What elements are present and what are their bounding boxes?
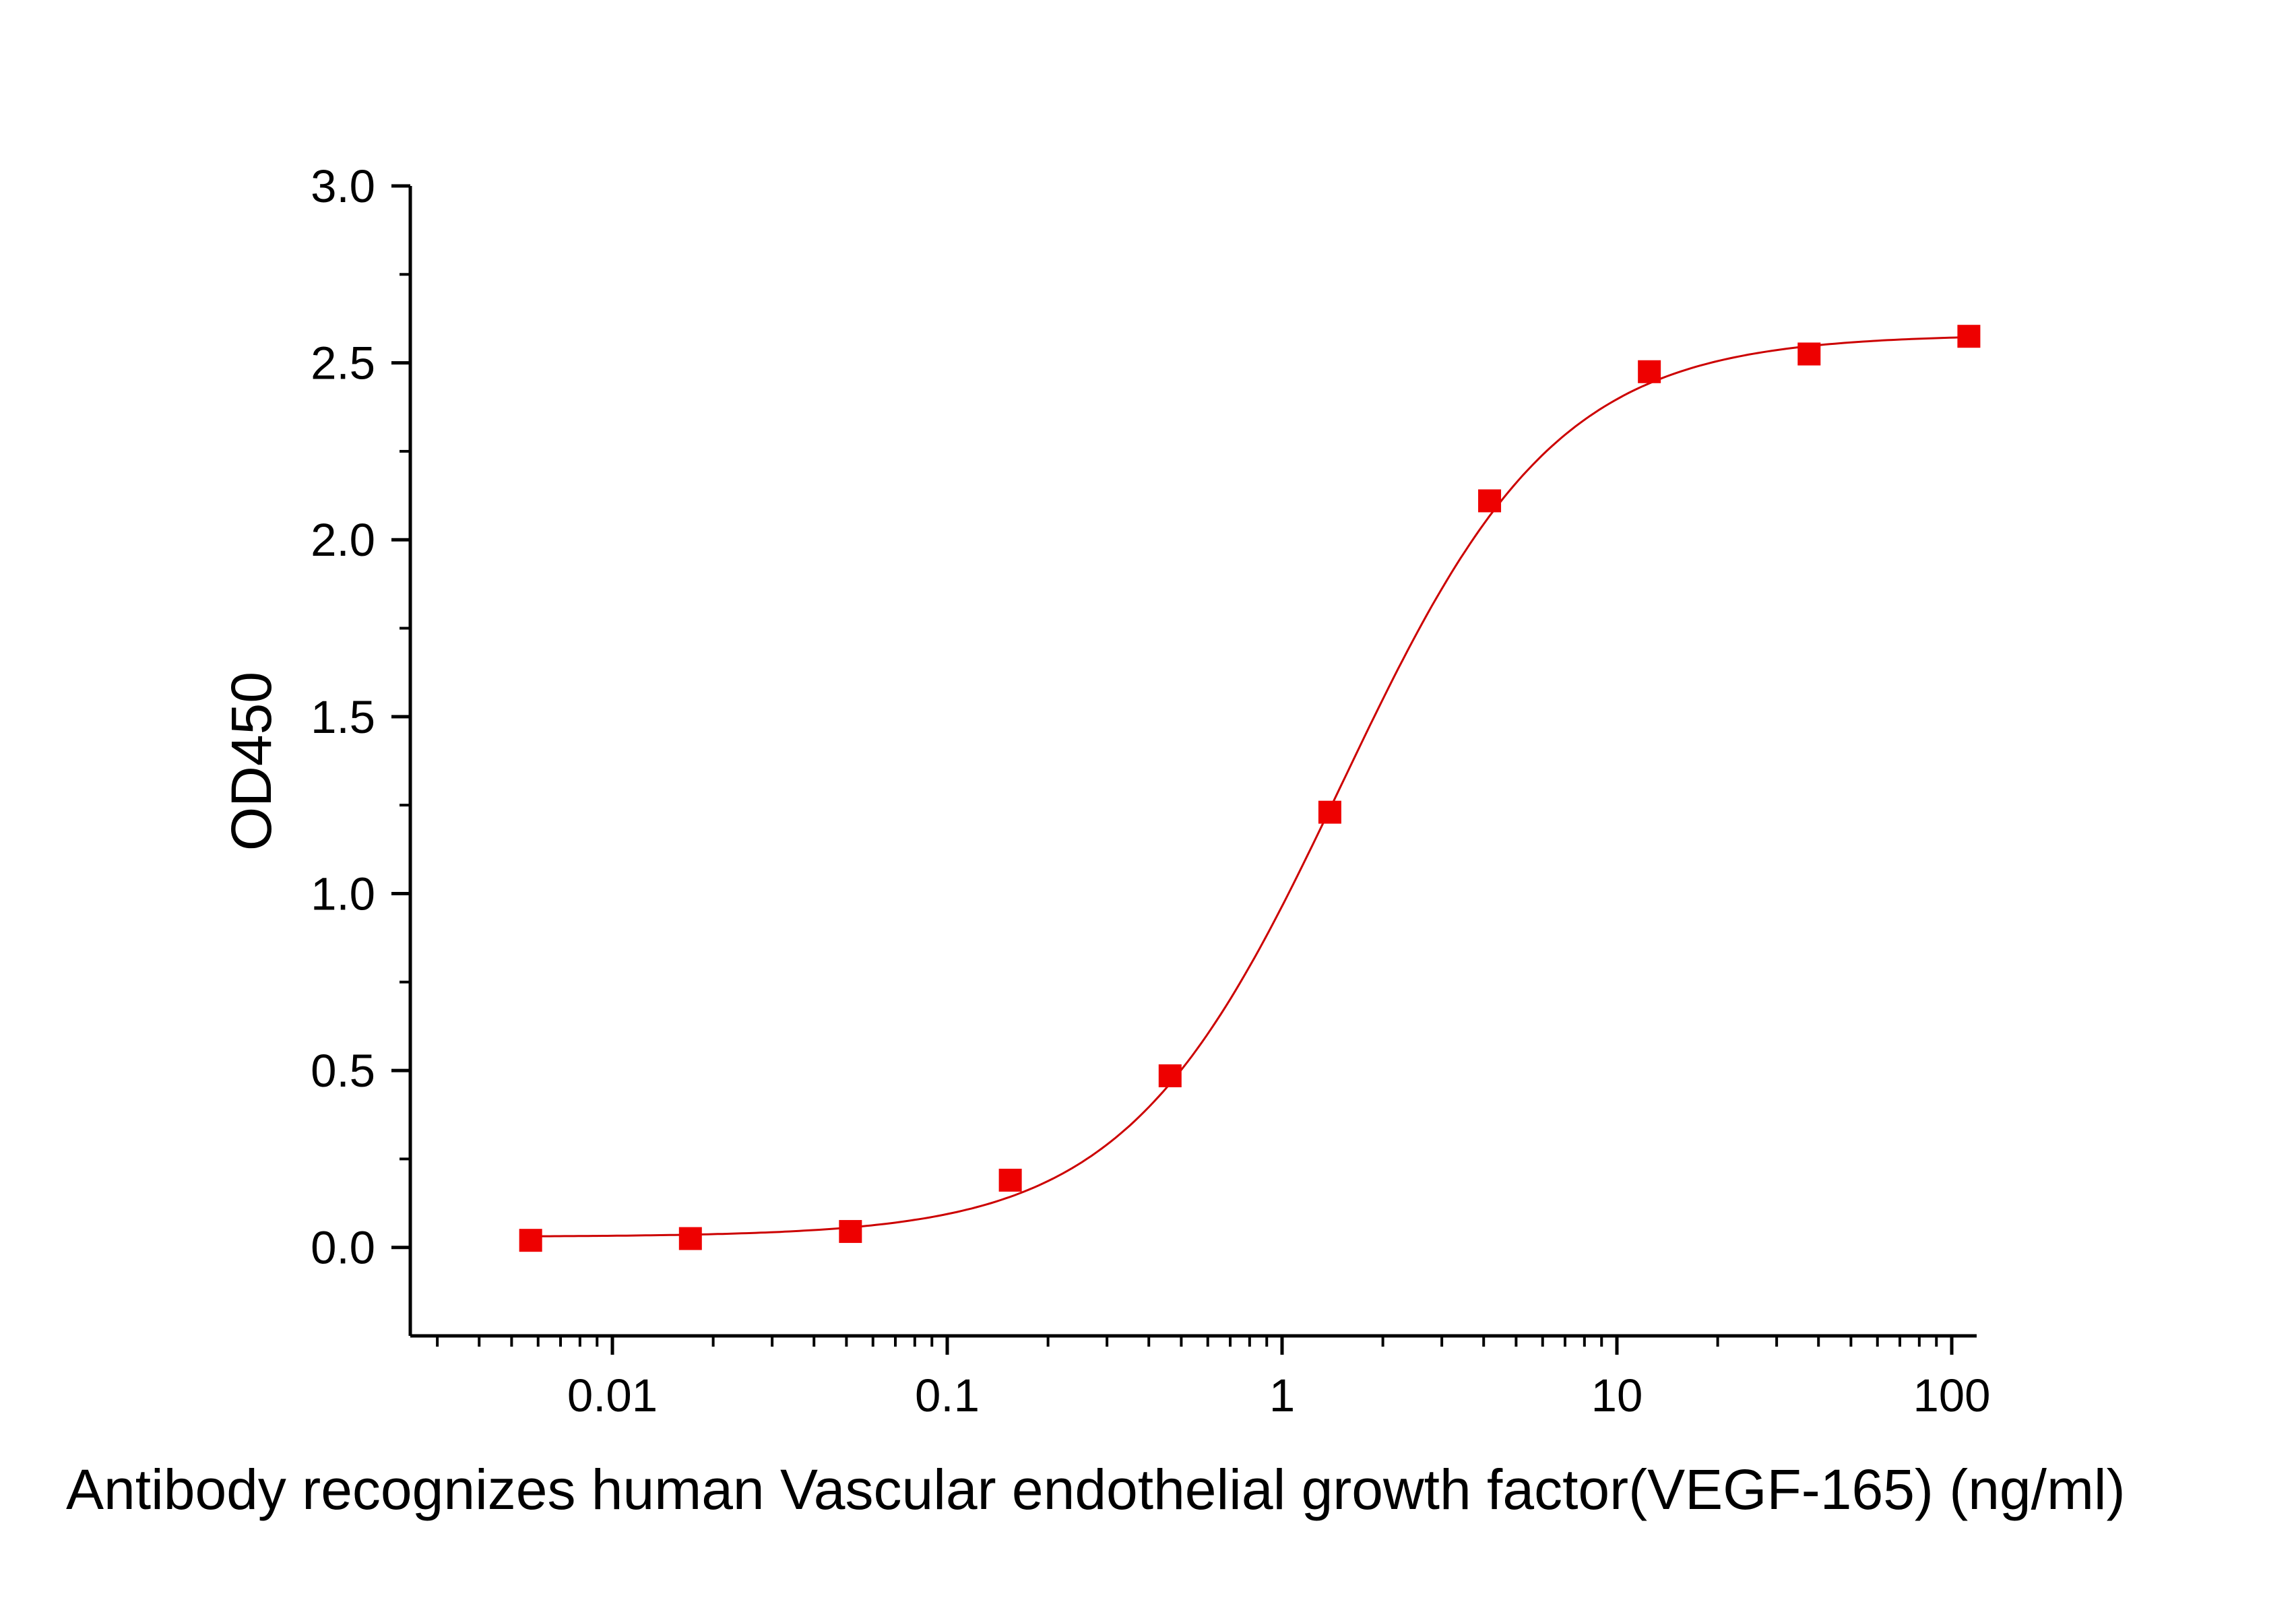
y-tick-label: 1.5 bbox=[311, 691, 375, 743]
y-tick-label: 0.0 bbox=[311, 1222, 375, 1274]
data-point bbox=[1318, 800, 1341, 824]
y-axis-title: OD450 bbox=[220, 672, 283, 851]
y-tick-label: 3.0 bbox=[311, 160, 375, 212]
y-tick-label: 2.0 bbox=[311, 514, 375, 566]
data-point bbox=[1797, 342, 1821, 366]
data-points bbox=[519, 325, 1981, 1252]
fit-curve bbox=[530, 336, 1969, 1238]
x-tick-label: 100 bbox=[1913, 1370, 1990, 1421]
data-point bbox=[1158, 1064, 1182, 1087]
axes bbox=[391, 184, 1977, 1355]
data-point bbox=[1638, 360, 1661, 383]
x-tick-label: 1 bbox=[1269, 1370, 1295, 1421]
y-tick-label: 2.5 bbox=[311, 338, 375, 389]
data-point bbox=[998, 1168, 1022, 1192]
data-point bbox=[839, 1220, 862, 1244]
data-point bbox=[1478, 489, 1502, 513]
x-tick-label: 0.1 bbox=[915, 1370, 980, 1421]
x-tick-label: 10 bbox=[1591, 1370, 1643, 1421]
tick-labels: 0.0 0.5 1.0 1.5 2.0 2.5 3.0 0.01 0.1 1 10 100 bbox=[311, 160, 1990, 1421]
y-tick-label: 0.5 bbox=[311, 1045, 375, 1097]
x-tick-label: 0.01 bbox=[567, 1370, 658, 1421]
data-point bbox=[678, 1227, 702, 1250]
data-point bbox=[519, 1229, 542, 1252]
y-tick-label: 1.0 bbox=[311, 868, 375, 920]
data-point bbox=[1957, 325, 1981, 348]
x-axis-title: Antibody recognizes human Vascular endot… bbox=[66, 1458, 2126, 1521]
fit-curve-layer bbox=[530, 336, 1969, 1238]
